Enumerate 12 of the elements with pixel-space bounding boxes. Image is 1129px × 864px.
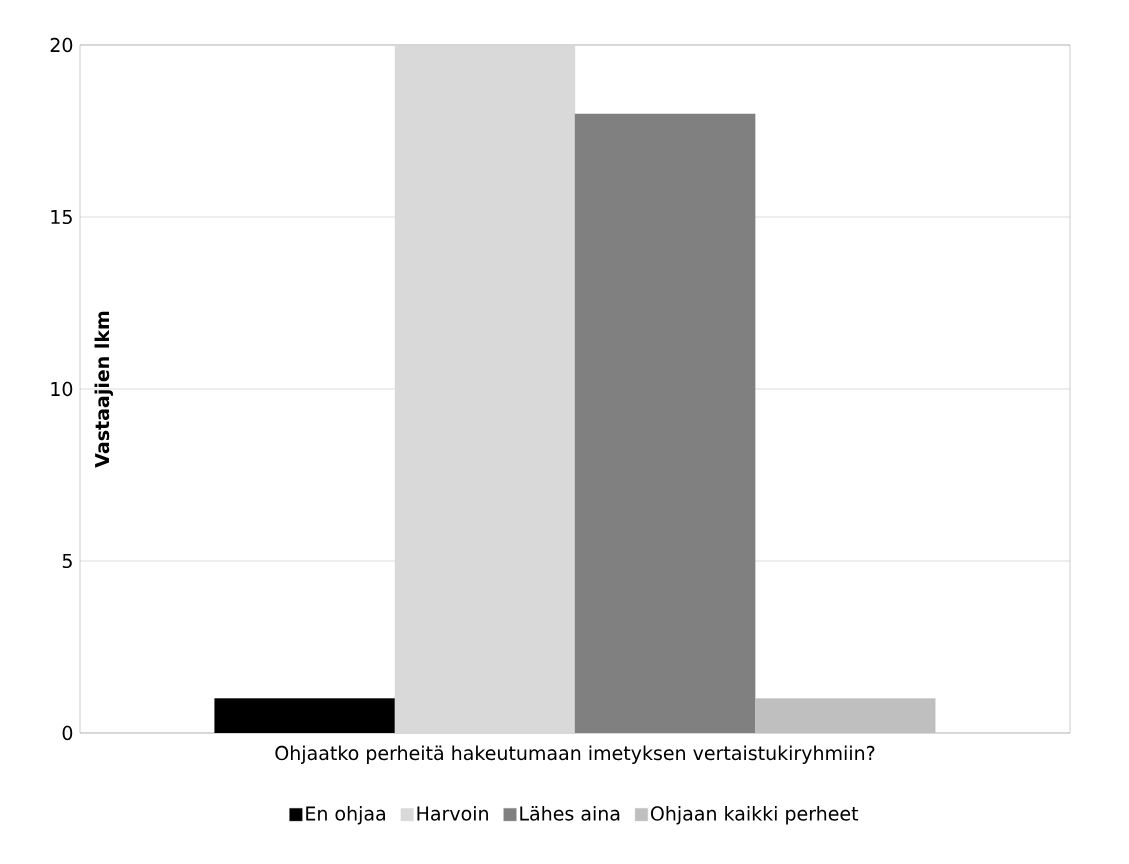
- legend-label: Ohjaan kaikki perheet: [650, 806, 859, 825]
- y-tick-label: 0: [62, 725, 73, 741]
- y-tick-label: 20: [50, 37, 73, 53]
- bar: [214, 698, 396, 733]
- y-axis-title: Vastaajien lkm: [94, 311, 114, 468]
- y-tick-label: 10: [51, 381, 73, 397]
- legend-label: Harvoin: [417, 806, 488, 821]
- legend-label: Lähes aina: [520, 806, 620, 821]
- y-tick-label: 5: [62, 553, 72, 569]
- y-tick-label: 15: [51, 209, 72, 225]
- x-tick-label: Ohjaatko perheitä hakeutumaan imetyksen vertaistukiryhmiin?: [275, 745, 875, 764]
- legend-label: En ohjaa: [306, 806, 385, 825]
